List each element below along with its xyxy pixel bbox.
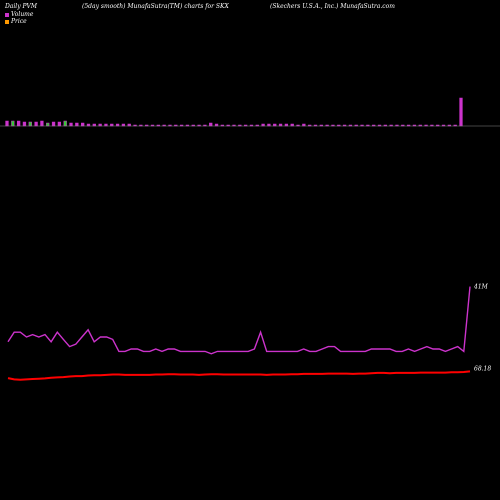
volume-bar [69,122,73,127]
chart-header-left: Daily PVM [5,3,38,10]
volume-bar [209,122,213,127]
volume-line [7,286,471,355]
price-last-label: 68.18 [474,365,491,372]
volume-bars [5,97,463,127]
chart-header-right: (Skechers U.S.A., Inc.) MunafaSutra.com [270,3,395,10]
volume-bar [22,121,27,127]
legend-swatch-price [5,19,9,24]
volume-bar [16,120,21,127]
series-lines [7,286,471,381]
volume-bar [63,120,67,127]
volume-bar [5,120,9,127]
legend-item-volume: Volume [5,11,33,18]
legend-label-volume: Volume [11,11,34,18]
legend-swatch-volume [5,12,9,17]
chart-header-center: (5day smooth) MunafaSutra(TM) charts for… [82,3,229,10]
volume-bar [57,121,62,127]
legend-label-price: Price [11,18,27,25]
volume-bar [75,122,79,127]
volume-bar [34,121,38,127]
volume-bar [51,121,56,127]
volume-bar [459,97,463,127]
volume-bar [28,121,32,127]
volume-bar [81,122,85,127]
volume-bar [11,120,15,127]
legend-item-price: Price [5,18,27,25]
volume-last-label: 41M [473,284,489,291]
volume-bar [46,122,50,127]
price-line [7,370,471,381]
volume-bar [40,120,44,127]
